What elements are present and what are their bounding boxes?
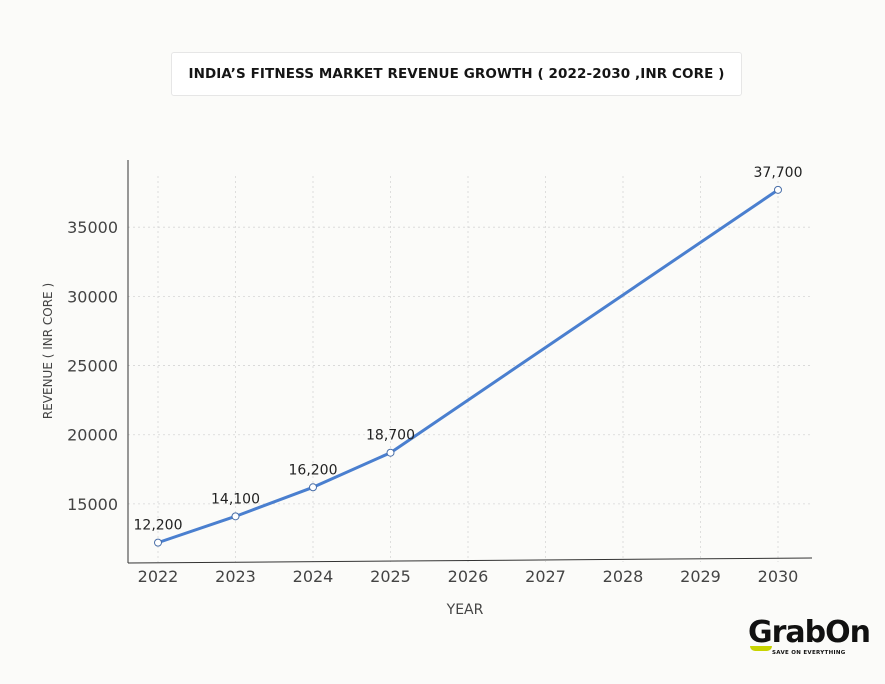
data-label: 18,700 [366,428,415,444]
data-label: 37,700 [754,165,803,181]
y-tick-label: 20000 [67,426,118,445]
grabon-logo: GrabOn SAVE ON EVERYTHING [748,616,871,660]
data-label: 16,200 [289,462,338,478]
y-tick-label: 15000 [67,495,118,514]
x-tick-label: 2022 [138,567,179,586]
y-axis-title: REVENUE ( INR CORE ) [41,283,55,419]
chart-title-box: INDIA’S FITNESS MARKET REVENUE GROWTH ( … [171,52,742,96]
data-point [774,185,782,194]
logo-tagline: SAVE ON EVERYTHING [772,650,846,656]
data-point [154,538,162,547]
data-point [309,483,317,492]
y-tick-label: 30000 [67,287,118,306]
x-tick-label: 2028 [603,567,644,586]
x-axis-line [127,557,813,564]
data-label: 14,100 [211,491,260,507]
x-tick-label: 2023 [215,567,256,586]
x-tick-label: 2024 [293,567,334,586]
x-axis-title: YEAR [446,602,484,618]
x-tick-label: 2025 [370,567,411,586]
logo-swoosh-icon [750,646,772,651]
data-point [231,512,240,521]
data-point [386,448,395,457]
x-tick-label: 2026 [448,567,489,586]
y-tick-label: 35000 [67,218,118,237]
logo-wordmark: GrabOn [748,615,871,650]
data-label: 12,200 [134,518,183,534]
x-tick-label: 2030 [758,567,799,586]
y-tick-label: 25000 [67,357,118,376]
x-tick-label: 2027 [525,567,566,586]
chart-title: INDIA’S FITNESS MARKET REVENUE GROWTH ( … [188,66,725,82]
x-tick-label: 2029 [680,567,721,586]
